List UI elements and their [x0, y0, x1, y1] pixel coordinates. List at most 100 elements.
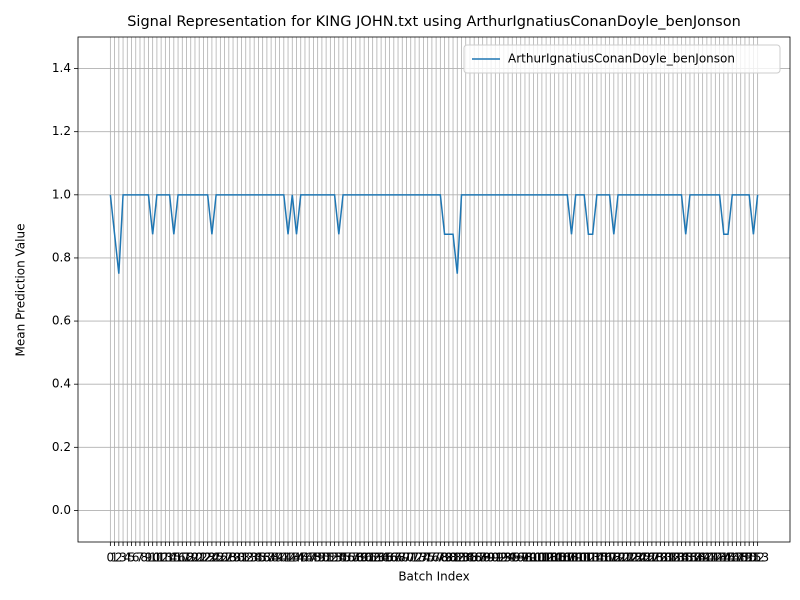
x-tick-label: 66 [382, 551, 397, 565]
x-tick-label: 67 [386, 551, 401, 565]
y-tick-label: 1.4 [52, 61, 71, 75]
x-tick-label: 107 [552, 551, 575, 565]
x-tick-label: 129 [645, 551, 668, 565]
x-tick-label: 65 [378, 551, 393, 565]
x-tick-label: 84 [458, 551, 473, 565]
x-tick-label: 100 [522, 551, 545, 565]
x-tick-label: 143 [704, 551, 727, 565]
x-tick-label: 97 [513, 551, 528, 565]
x-tick-label: 109 [560, 551, 583, 565]
y-tick-label: 1.2 [52, 124, 71, 138]
x-tick-label: 108 [556, 551, 579, 565]
axes-frame [77, 36, 791, 543]
x-tick-label: 122 [615, 551, 638, 565]
x-tick-label: 113 [577, 551, 600, 565]
x-tick-label: 44 [289, 551, 304, 565]
x-tick-label: 85 [462, 551, 477, 565]
x-tick-label: 112 [573, 551, 596, 565]
x-tick-label: 47 [302, 551, 317, 565]
x-tick-label: 45 [293, 551, 308, 565]
x-tick-label: 25 [208, 551, 223, 565]
x-tick-label: 73 [412, 551, 427, 565]
x-tick-label: 117 [594, 551, 617, 565]
x-tick-label: 60 [357, 551, 372, 565]
x-tick-label: 124 [623, 551, 646, 565]
x-tick-label: 26 [213, 551, 228, 565]
x-tick-label: 11 [149, 551, 164, 565]
x-tick-label: 21 [192, 551, 207, 565]
x-tick-label: 32 [238, 551, 253, 565]
x-tick-label: 91 [488, 551, 503, 565]
x-tick-label: 72 [407, 551, 422, 565]
data-line [109, 194, 759, 274]
x-tick-label: 43 [285, 551, 300, 565]
legend-box [463, 44, 781, 74]
x-tick-label: 17 [175, 551, 190, 565]
x-tick-label: 37 [259, 551, 274, 565]
y-tick-label: 0.6 [52, 314, 71, 328]
x-tick-label: 83 [454, 551, 469, 565]
x-tick-label: 80 [441, 551, 456, 565]
y-tick-label: 0.2 [52, 440, 71, 454]
x-tick-label: 19 [183, 551, 198, 565]
x-tick-label: 1 [111, 551, 119, 565]
x-tick-label: 61 [361, 551, 376, 565]
x-tick-label: 59 [352, 551, 367, 565]
x-tick-label: 110 [564, 551, 587, 565]
x-tick-label: 33 [242, 551, 257, 565]
x-tick-label: 12 [153, 551, 168, 565]
x-tick-label: 48 [306, 551, 321, 565]
x-tick-label: 133 [662, 551, 685, 565]
x-tick-label: 151 [738, 551, 761, 565]
x-tick-label: 76 [424, 551, 439, 565]
x-tick-label: 94 [500, 551, 515, 565]
x-tick-label: 16 [170, 551, 185, 565]
x-tick-label: 137 [678, 551, 701, 565]
x-tick-label: 24 [204, 551, 219, 565]
x-tick-label: 141 [695, 551, 718, 565]
x-tick-label: 95 [505, 551, 520, 565]
x-tick-label: 132 [657, 551, 680, 565]
x-tick-label: 127 [636, 551, 659, 565]
x-tick-label: 68 [390, 551, 405, 565]
x-tick-label: 135 [670, 551, 693, 565]
x-tick-label: 116 [590, 551, 613, 565]
x-tick-label: 111 [569, 551, 592, 565]
x-tick-label: 78 [433, 551, 448, 565]
x-tick-label: 74 [416, 551, 431, 565]
x-tick-label: 89 [479, 551, 494, 565]
x-tick-label: 149 [729, 551, 752, 565]
x-tick-label: 3 [119, 551, 127, 565]
x-tick-label: 130 [649, 551, 672, 565]
x-tick-label: 14 [162, 551, 177, 565]
x-tick-label: 35 [251, 551, 266, 565]
x-tick-label: 57 [344, 551, 359, 565]
x-tick-label: 119 [602, 551, 625, 565]
x-tick-label: 147 [721, 551, 744, 565]
x-tick-label: 139 [687, 551, 710, 565]
x-tick-label: 8 [140, 551, 148, 565]
x-tick-label: 103 [535, 551, 558, 565]
x-tick-label: 140 [691, 551, 714, 565]
x-tick-label: 27 [217, 551, 232, 565]
x-tick-label: 46 [297, 551, 312, 565]
x-tick-label: 106 [547, 551, 570, 565]
x-tick-label: 42 [280, 551, 295, 565]
x-tick-label: 22 [196, 551, 211, 565]
x-tick-label: 87 [471, 551, 486, 565]
y-axis-label: Mean Prediction Value [14, 224, 28, 357]
x-tick-label: 58 [348, 551, 363, 565]
x-tick-label: 38 [263, 551, 278, 565]
x-tick-label: 9 [145, 551, 153, 565]
x-tick-label: 2 [115, 551, 123, 565]
x-tick-label: 114 [581, 551, 604, 565]
x-tick-label: 102 [530, 551, 553, 565]
x-tick-label: 56 [340, 551, 355, 565]
x-tick-label: 63 [369, 551, 384, 565]
x-tick-label: 86 [467, 551, 482, 565]
x-tick-label: 55 [335, 551, 350, 565]
x-tick-label: 90 [483, 551, 498, 565]
x-tick-label: 96 [509, 551, 524, 565]
x-tick-label: 54 [331, 551, 346, 565]
